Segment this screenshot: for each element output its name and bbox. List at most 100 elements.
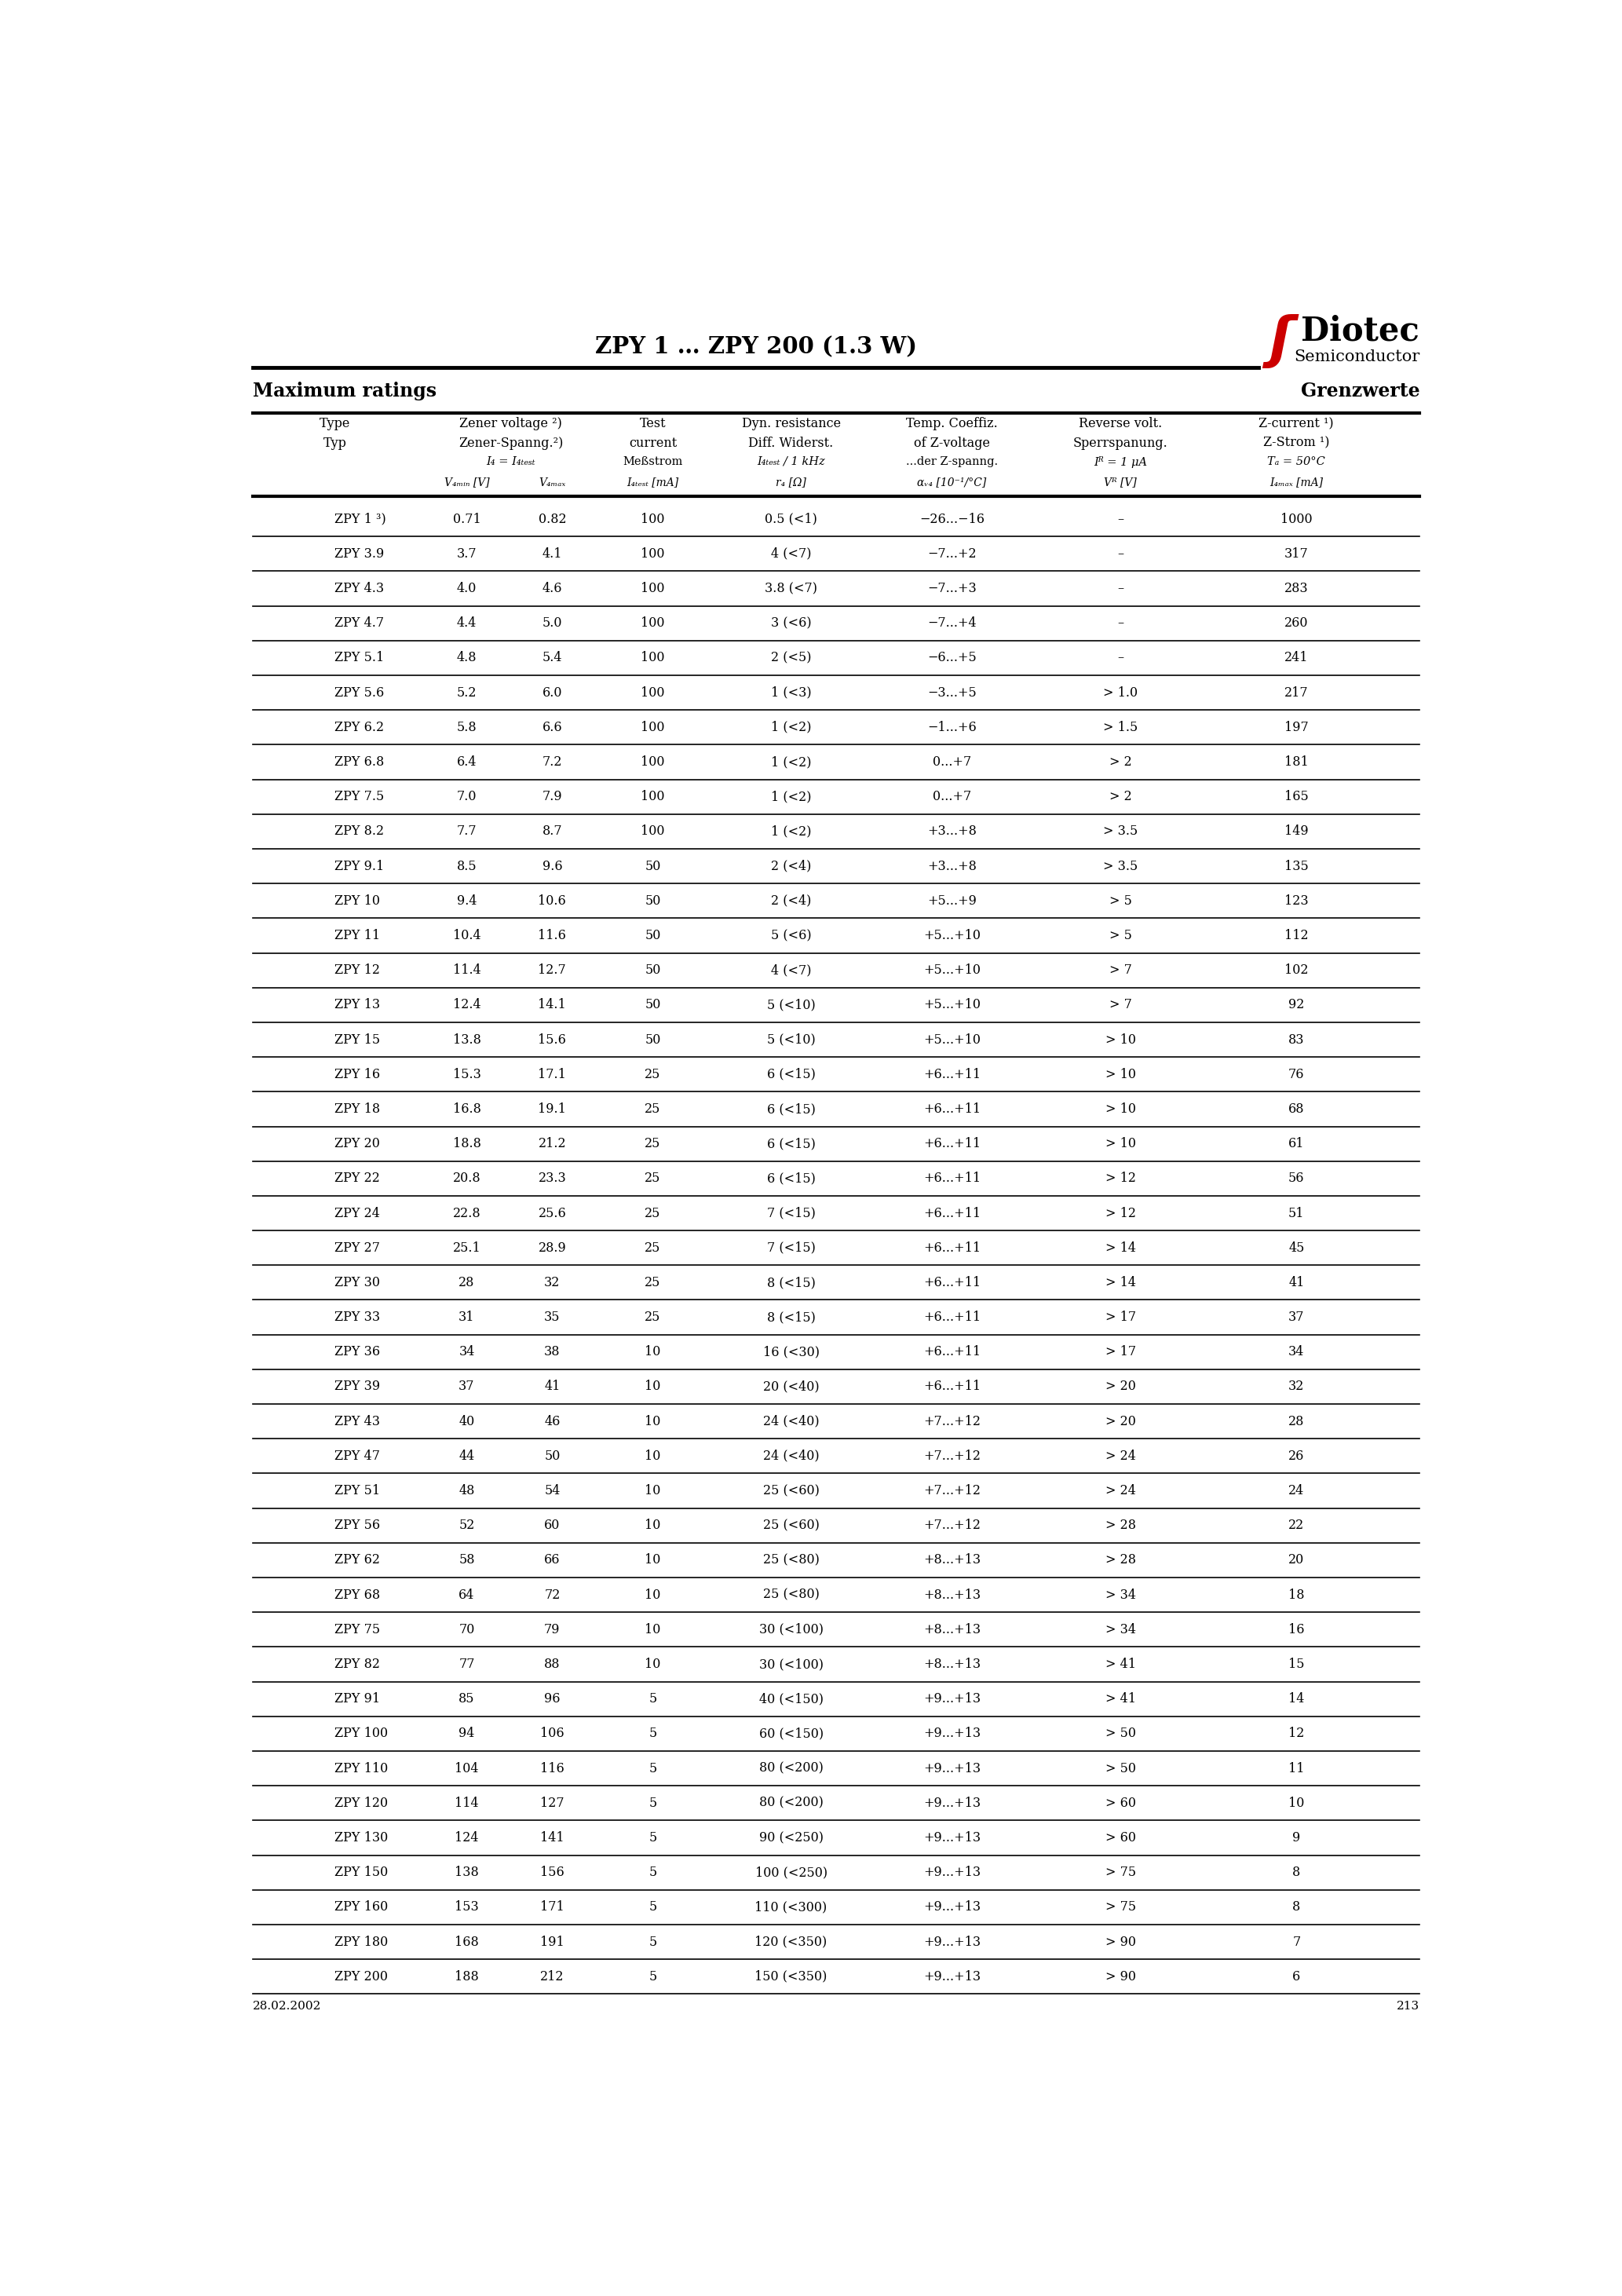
Text: 60 (<150): 60 (<150) bbox=[759, 1727, 824, 1740]
Text: 1 (<2): 1 (<2) bbox=[770, 755, 811, 769]
Text: +8...+13: +8...+13 bbox=[923, 1589, 981, 1603]
Text: ZPY 16: ZPY 16 bbox=[334, 1068, 381, 1081]
Text: 123: 123 bbox=[1285, 893, 1309, 907]
Text: 156: 156 bbox=[540, 1867, 564, 1878]
Text: +5...+10: +5...+10 bbox=[923, 964, 981, 976]
Text: 100: 100 bbox=[641, 512, 665, 526]
Text: 0.5 (<1): 0.5 (<1) bbox=[766, 512, 817, 526]
Text: 40: 40 bbox=[459, 1414, 475, 1428]
Text: ZPY 75: ZPY 75 bbox=[334, 1623, 381, 1637]
Text: > 3.5: > 3.5 bbox=[1103, 824, 1137, 838]
Text: 135: 135 bbox=[1285, 859, 1309, 872]
Text: 50: 50 bbox=[646, 1033, 660, 1047]
Text: 217: 217 bbox=[1285, 687, 1309, 700]
Text: 4 (<7): 4 (<7) bbox=[770, 964, 811, 976]
Text: 3.7: 3.7 bbox=[457, 546, 477, 560]
Text: ZPY 5.1: ZPY 5.1 bbox=[334, 652, 384, 664]
Text: +5...+10: +5...+10 bbox=[923, 999, 981, 1013]
Text: 25 (<60): 25 (<60) bbox=[762, 1520, 819, 1531]
Text: 12.7: 12.7 bbox=[539, 964, 566, 976]
Text: 94: 94 bbox=[459, 1727, 475, 1740]
Text: ZPY 13: ZPY 13 bbox=[334, 999, 381, 1013]
Text: 10: 10 bbox=[646, 1483, 660, 1497]
Text: 112: 112 bbox=[1285, 930, 1309, 941]
Text: 181: 181 bbox=[1285, 755, 1309, 769]
Text: 50: 50 bbox=[646, 964, 660, 976]
Text: > 34: > 34 bbox=[1105, 1589, 1135, 1603]
Text: > 10: > 10 bbox=[1105, 1033, 1135, 1047]
Text: ZPY 160: ZPY 160 bbox=[334, 1901, 388, 1915]
Text: current: current bbox=[629, 436, 676, 450]
Text: Meßstrom: Meßstrom bbox=[623, 457, 683, 466]
Text: 50: 50 bbox=[545, 1449, 560, 1463]
Text: > 7: > 7 bbox=[1109, 964, 1132, 976]
Text: I₄ₘₐₓ [mA]: I₄ₘₐₓ [mA] bbox=[1270, 478, 1324, 489]
Text: +7...+12: +7...+12 bbox=[923, 1520, 981, 1531]
Text: Vᴿ [V]: Vᴿ [V] bbox=[1105, 478, 1137, 489]
Text: 10: 10 bbox=[646, 1554, 660, 1566]
Text: V₄ₘᵢₙ [V]: V₄ₘᵢₙ [V] bbox=[444, 478, 490, 489]
Text: > 41: > 41 bbox=[1105, 1658, 1135, 1671]
Text: 100: 100 bbox=[641, 687, 665, 700]
Text: 10.6: 10.6 bbox=[539, 893, 566, 907]
Text: 9: 9 bbox=[1293, 1832, 1301, 1844]
Text: 1 (<3): 1 (<3) bbox=[770, 687, 811, 700]
Text: +7...+12: +7...+12 bbox=[923, 1449, 981, 1463]
Text: > 10: > 10 bbox=[1105, 1068, 1135, 1081]
Text: +5...+9: +5...+9 bbox=[928, 893, 976, 907]
Text: 30 (<100): 30 (<100) bbox=[759, 1658, 824, 1671]
Text: +7...+12: +7...+12 bbox=[923, 1483, 981, 1497]
Text: 150 (<350): 150 (<350) bbox=[754, 1970, 827, 1984]
Text: I₄ = I₄ₜₑₛₜ: I₄ = I₄ₜₑₛₜ bbox=[487, 457, 535, 466]
Text: ZPY 12: ZPY 12 bbox=[334, 964, 380, 976]
Text: 28: 28 bbox=[1288, 1414, 1304, 1428]
Text: 14: 14 bbox=[1288, 1692, 1304, 1706]
Text: 5: 5 bbox=[649, 1727, 657, 1740]
Text: 22: 22 bbox=[1288, 1520, 1304, 1531]
Text: 10: 10 bbox=[646, 1589, 660, 1603]
Text: ZPY 4.3: ZPY 4.3 bbox=[334, 581, 384, 595]
Text: > 28: > 28 bbox=[1105, 1554, 1135, 1566]
Text: 28.02.2002: 28.02.2002 bbox=[253, 2000, 321, 2011]
Text: ZPY 47: ZPY 47 bbox=[334, 1449, 380, 1463]
Text: Type: Type bbox=[320, 418, 350, 429]
Text: > 7: > 7 bbox=[1109, 999, 1132, 1013]
Text: 241: 241 bbox=[1285, 652, 1309, 664]
Text: I₄ₜₑₛₜ / 1 kHz: I₄ₜₑₛₜ / 1 kHz bbox=[757, 457, 826, 466]
Text: > 17: > 17 bbox=[1105, 1311, 1135, 1325]
Text: 25 (<80): 25 (<80) bbox=[762, 1554, 819, 1566]
Text: Maximum ratings: Maximum ratings bbox=[253, 381, 436, 400]
Text: ZPY 91: ZPY 91 bbox=[334, 1692, 381, 1706]
Text: 213: 213 bbox=[1397, 2000, 1419, 2011]
Text: 64: 64 bbox=[459, 1589, 475, 1603]
Text: 317: 317 bbox=[1285, 546, 1309, 560]
Text: 5: 5 bbox=[649, 1761, 657, 1775]
Text: +7...+12: +7...+12 bbox=[923, 1414, 981, 1428]
Text: 18: 18 bbox=[1288, 1589, 1304, 1603]
Text: 10: 10 bbox=[646, 1449, 660, 1463]
Text: 197: 197 bbox=[1285, 721, 1309, 735]
Text: ZPY 27: ZPY 27 bbox=[334, 1242, 380, 1254]
Text: ZPY 150: ZPY 150 bbox=[334, 1867, 388, 1878]
Text: 188: 188 bbox=[454, 1970, 478, 1984]
Text: 50: 50 bbox=[646, 999, 660, 1013]
Text: 110 (<300): 110 (<300) bbox=[754, 1901, 827, 1915]
Text: ZPY 1 ³): ZPY 1 ³) bbox=[334, 512, 386, 526]
Text: ZPY 7.5: ZPY 7.5 bbox=[334, 790, 384, 804]
Text: 4 (<7): 4 (<7) bbox=[770, 546, 811, 560]
Text: 37: 37 bbox=[1288, 1311, 1304, 1325]
Text: ZPY 1 … ZPY 200 (1.3 W): ZPY 1 … ZPY 200 (1.3 W) bbox=[595, 335, 916, 358]
Text: 20 (<40): 20 (<40) bbox=[762, 1380, 819, 1394]
Text: 19.1: 19.1 bbox=[539, 1102, 566, 1116]
Text: > 41: > 41 bbox=[1105, 1692, 1135, 1706]
Text: Test: Test bbox=[639, 418, 667, 429]
Text: −26...−16: −26...−16 bbox=[920, 512, 985, 526]
Text: 61: 61 bbox=[1288, 1137, 1304, 1150]
Text: 212: 212 bbox=[540, 1970, 564, 1984]
Text: ZPY 3.9: ZPY 3.9 bbox=[334, 546, 384, 560]
Text: 48: 48 bbox=[459, 1483, 475, 1497]
Text: 6: 6 bbox=[1293, 1970, 1301, 1984]
Text: > 17: > 17 bbox=[1105, 1345, 1135, 1359]
Text: ZPY 68: ZPY 68 bbox=[334, 1589, 381, 1603]
Text: 114: 114 bbox=[454, 1795, 478, 1809]
